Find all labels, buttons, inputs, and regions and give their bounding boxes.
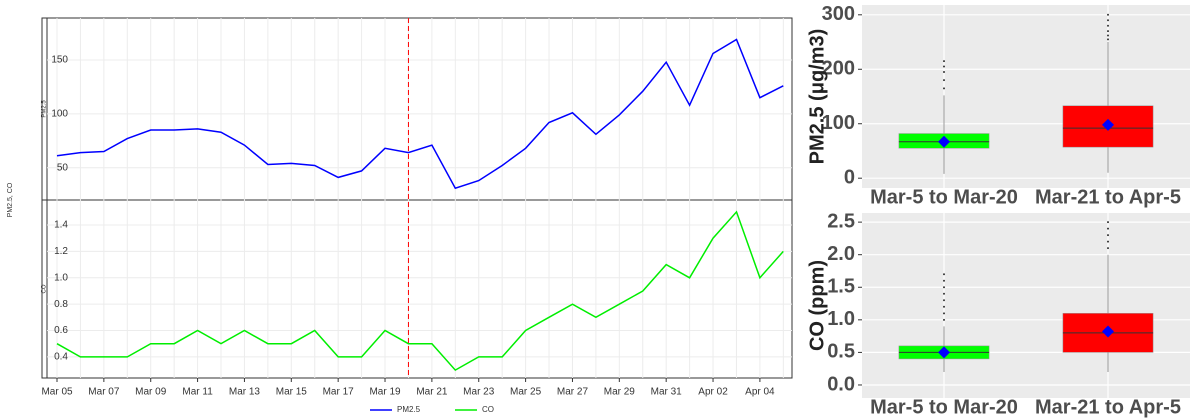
x-tick-label: Mar 27: [557, 387, 589, 398]
legend-label: CO: [482, 405, 494, 414]
outlier: [1107, 227, 1109, 230]
outlier: [943, 79, 945, 82]
y-tick-label: 1.0: [54, 272, 68, 283]
plot-background: [862, 5, 1190, 188]
y-tick-label: 100: [51, 108, 68, 119]
y-tick-label: 1.0: [827, 308, 855, 330]
x-tick-label: Mar 29: [604, 387, 636, 398]
x-tick-label: Mar 07: [88, 387, 120, 398]
outlier: [1107, 38, 1109, 41]
mean-marker: [938, 135, 950, 148]
mean-marker: [1102, 325, 1114, 338]
outlier: [943, 286, 945, 289]
y-tick-label: 0.4: [54, 352, 68, 363]
y-tick-label: 100: [822, 112, 855, 134]
outlier: [943, 65, 945, 68]
outlier: [1107, 30, 1109, 33]
plot-frame: [41, 17, 793, 379]
outlier: [943, 60, 945, 63]
y-axis-label: PM2.5 (μg/m3): [806, 29, 828, 165]
outlier: [943, 299, 945, 302]
y-tick-label: 50: [57, 162, 69, 173]
x-tick-label: Mar 15: [276, 387, 308, 398]
outlier: [943, 312, 945, 315]
outlier: [1107, 234, 1109, 237]
x-tick-label: Mar-21 to Apr-5: [1035, 396, 1181, 418]
outlier: [943, 292, 945, 295]
x-tick-label: Mar-5 to Mar-20: [870, 186, 1018, 208]
outlier: [943, 70, 945, 73]
x-tick-label: Mar-5 to Mar-20: [870, 396, 1018, 418]
x-tick-label: Mar 25: [510, 387, 542, 398]
y-tick-label: 0.8: [54, 299, 68, 310]
y-tick-label: 0.0: [827, 373, 855, 395]
plot-background: [862, 213, 1190, 398]
panel-label: CO: [42, 284, 48, 293]
x-tick-label: Mar 21: [416, 387, 448, 398]
y-tick-label: 1.4: [54, 220, 68, 231]
outlier: [943, 87, 945, 90]
y-tick-label: 150: [51, 55, 68, 66]
outlier: [1107, 240, 1109, 243]
outlier: [1107, 19, 1109, 22]
x-tick-label: Mar 09: [135, 387, 167, 398]
x-tick-label: Apr 04: [745, 387, 775, 398]
x-tick-label: Apr 02: [698, 387, 728, 398]
x-tick-label: Mar 23: [463, 387, 495, 398]
outlier: [943, 279, 945, 282]
x-tick-label: Mar 05: [41, 387, 73, 398]
y-axis-label: CO (ppm): [806, 260, 828, 351]
x-tick-label: Mar 31: [651, 387, 683, 398]
outlier: [1107, 221, 1109, 224]
x-tick-label: Mar-21 to Apr-5: [1035, 186, 1181, 208]
y-tick-label: 2.0: [827, 243, 855, 265]
y-axis-label: PM2.5, CO: [7, 182, 14, 217]
outlier: [943, 305, 945, 308]
x-tick-label: Mar 17: [323, 387, 355, 398]
x-tick-label: Mar 19: [369, 387, 401, 398]
mean-marker: [938, 346, 950, 359]
y-tick-label: 0.6: [54, 325, 68, 336]
outlier: [1107, 24, 1109, 27]
mean-marker: [1102, 118, 1114, 131]
panel-label: PM2.5: [42, 100, 48, 118]
y-tick-label: 300: [822, 3, 855, 25]
y-tick-label: 200: [822, 58, 855, 80]
outlier: [1107, 247, 1109, 250]
y-tick-label: 2.5: [827, 210, 855, 232]
outlier: [943, 273, 945, 276]
y-tick-label: 1.5: [827, 276, 855, 298]
x-tick-label: Mar 13: [229, 387, 261, 398]
y-tick-label: 0.5: [827, 341, 855, 363]
outlier: [1107, 13, 1109, 16]
series-line: [56, 38, 784, 190]
legend-label: PM2.5: [397, 405, 421, 414]
x-tick-label: Mar 11: [182, 387, 213, 398]
series-line: [56, 210, 784, 372]
y-tick-label: 0: [844, 166, 855, 188]
outlier: [1107, 34, 1109, 37]
outlier: [943, 318, 945, 321]
y-tick-label: 1.2: [54, 246, 68, 257]
